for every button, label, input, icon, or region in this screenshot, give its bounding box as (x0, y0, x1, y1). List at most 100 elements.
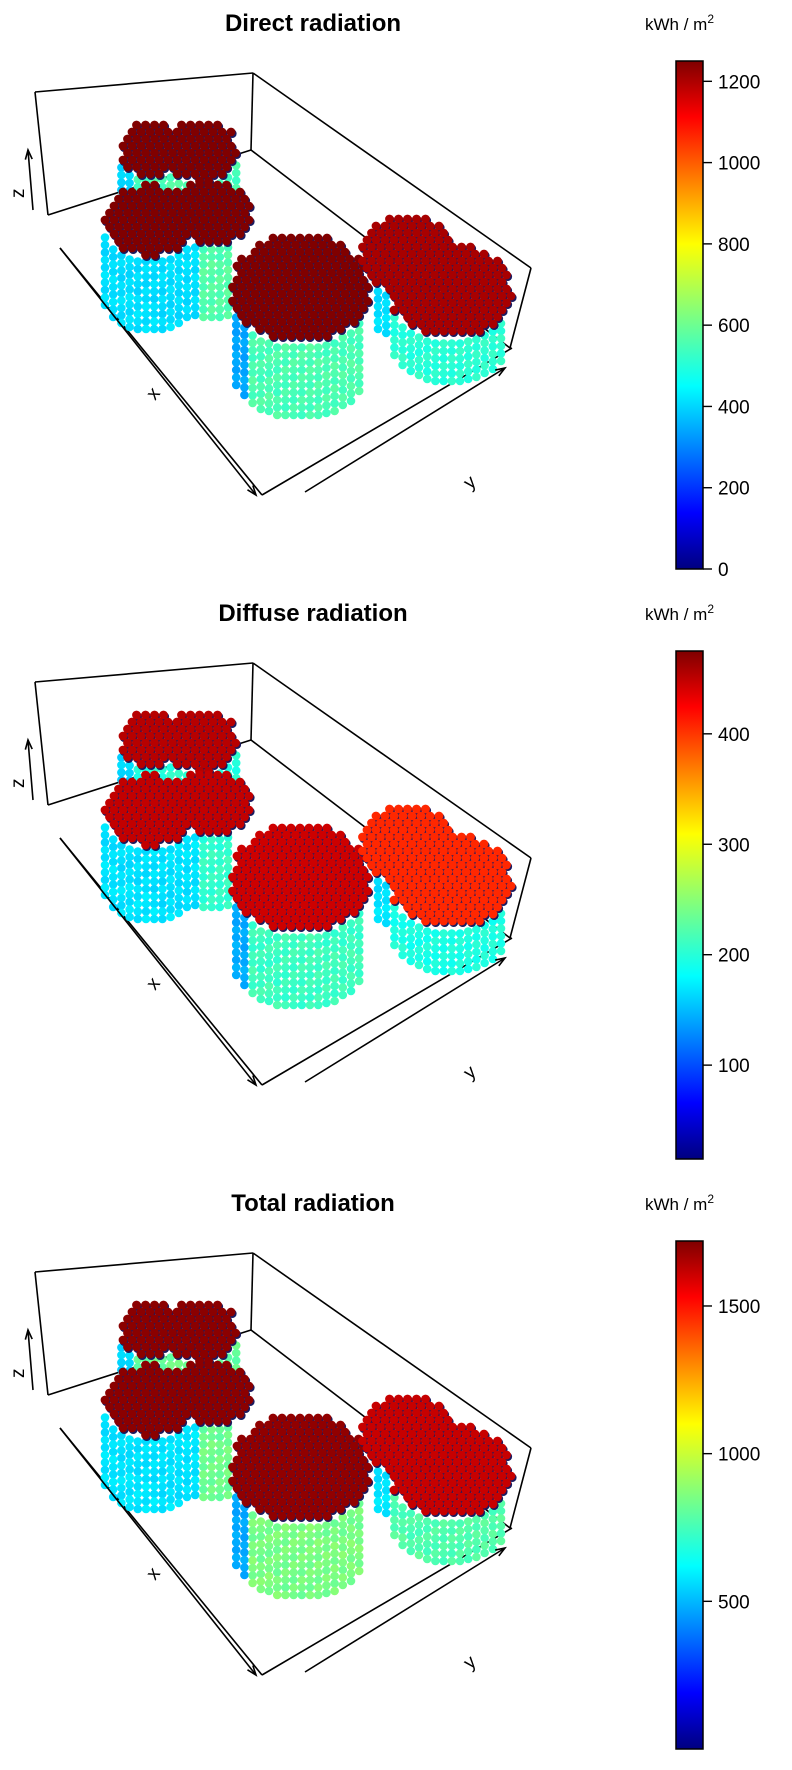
wall-point (134, 295, 143, 304)
wall-point (472, 1545, 481, 1554)
wall-point (347, 374, 356, 383)
wall-point (134, 900, 143, 909)
wall-point (306, 978, 315, 987)
wall-point (158, 1482, 167, 1491)
wall-point (374, 1482, 383, 1491)
wall-point (298, 343, 307, 352)
wall-point (472, 948, 481, 957)
wall-point (390, 328, 399, 337)
wall-point (407, 1539, 416, 1548)
roof-point (119, 834, 128, 843)
wall-point (224, 1453, 233, 1462)
wall-point (109, 1478, 118, 1487)
wall-point (232, 169, 241, 178)
wall-point (355, 334, 364, 343)
wall-point (472, 1523, 481, 1532)
wall-point (339, 1528, 348, 1537)
wall-point (257, 965, 266, 974)
colorbar-tick-label: 400 (718, 725, 750, 746)
wall-point (322, 379, 331, 388)
wall-point (489, 342, 498, 351)
wall-point (101, 1413, 110, 1422)
wall-point (248, 1541, 257, 1550)
wall-point (232, 1523, 241, 1532)
wall-point (382, 1479, 391, 1488)
wall-point (134, 272, 143, 281)
wall-point (109, 1455, 118, 1464)
wall-point (306, 1538, 315, 1547)
wall-point (183, 888, 192, 897)
wall-point (423, 1555, 432, 1564)
wall-point (175, 289, 184, 298)
wall-point (125, 1503, 134, 1512)
wall-point (142, 272, 151, 281)
wall-point (199, 275, 208, 284)
wall-point (232, 366, 241, 375)
wall-point (497, 342, 506, 351)
roof-point (296, 1512, 305, 1521)
wall-point (330, 369, 339, 378)
wall-point (191, 1453, 200, 1462)
wall-point (150, 1452, 159, 1461)
wall-point (347, 1577, 356, 1586)
wall-point (248, 1564, 257, 1573)
wall-point (382, 321, 391, 330)
wall-point (456, 952, 465, 961)
wall-point (431, 1542, 440, 1551)
roof-point (150, 1431, 159, 1440)
wall-point (207, 1485, 216, 1494)
wall-point (248, 936, 257, 945)
wall-point (142, 1490, 151, 1499)
wall-point (289, 396, 298, 405)
wall-point (248, 1519, 257, 1528)
wall-point (382, 911, 391, 920)
frame-edge (35, 682, 48, 805)
wall-point (191, 273, 200, 282)
wall-point (298, 1538, 307, 1547)
frame-edge (35, 1272, 48, 1395)
wall-point (240, 376, 249, 385)
wall-point (464, 367, 473, 376)
wall-point (415, 1543, 424, 1552)
wall-point (101, 248, 110, 257)
wall-point (224, 841, 233, 850)
wall-point (423, 965, 432, 974)
wall-point (415, 1521, 424, 1530)
wall-point (330, 377, 339, 386)
roof-point (408, 910, 417, 919)
wall-point (398, 323, 407, 332)
wall-point (448, 362, 457, 371)
wall-point (306, 941, 315, 950)
roof-point (350, 318, 359, 327)
wall-point (166, 905, 175, 914)
wall-point (355, 1522, 364, 1531)
wall-point (207, 873, 216, 882)
wall-point (150, 295, 159, 304)
wall-point (134, 870, 143, 879)
wall-point (216, 1440, 225, 1449)
wall-point (166, 883, 175, 892)
wall-point (464, 1555, 473, 1564)
wall-point (265, 989, 274, 998)
wall-point (298, 1531, 307, 1540)
wall-point (175, 886, 184, 895)
frame-edge (35, 73, 253, 92)
wall-point (117, 849, 126, 858)
wall-point (183, 1463, 192, 1472)
wall-point (382, 904, 391, 913)
wall-point (322, 1551, 331, 1560)
wall-point (257, 390, 266, 399)
wall-point (448, 937, 457, 946)
wall-point (489, 947, 498, 956)
wall-point (216, 1493, 225, 1502)
wall-point (150, 862, 159, 871)
wall-point (330, 354, 339, 363)
wall-point (142, 1475, 151, 1484)
wall-point (398, 1541, 407, 1550)
wall-point (191, 871, 200, 880)
wall-point (330, 1564, 339, 1573)
chart-total-radiation: Total radiation x y z kWh / m2 500100015… (0, 1180, 792, 1770)
wall-point (273, 351, 282, 360)
wall-point (347, 344, 356, 353)
wall-point (109, 888, 118, 897)
